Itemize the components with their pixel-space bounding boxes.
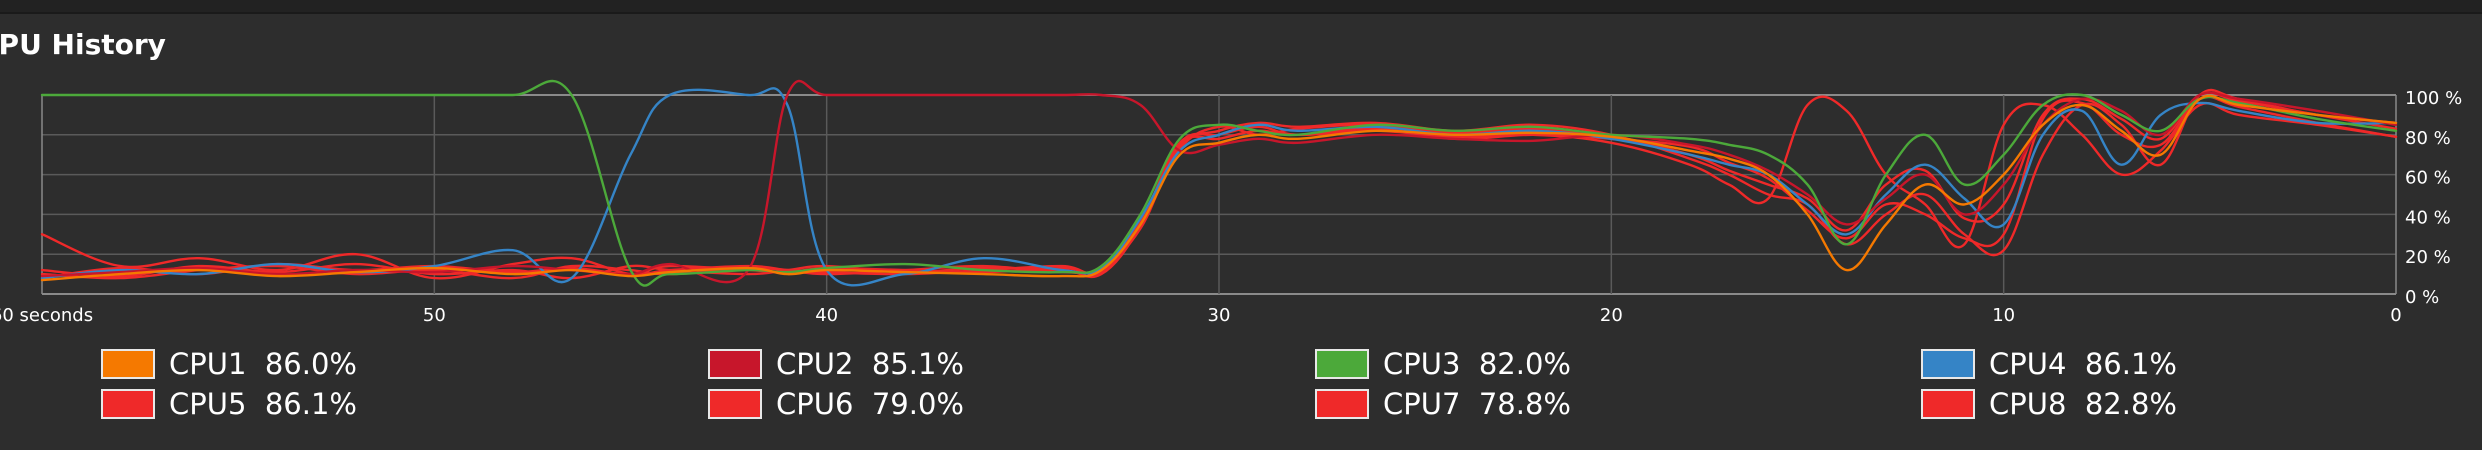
cpu8-label: CPU8 82.8% [1989, 387, 2177, 421]
y-tick-label: 0 % [2405, 287, 2439, 308]
y-tick-label: 60 % [2405, 168, 2451, 189]
series-line-cpu1 [40, 94, 2398, 282]
cpu6-color-swatch[interactable] [708, 389, 762, 419]
y-tick-label: 40 % [2405, 207, 2451, 228]
series-line-cpu4 [40, 87, 2398, 287]
x-tick-label: 10 [1992, 305, 2015, 326]
cpu4-label: CPU4 86.1% [1989, 347, 2177, 381]
cpu6-label: CPU6 79.0% [776, 387, 964, 421]
cpu5-color-swatch[interactable] [101, 389, 155, 419]
series-line-cpu3 [40, 79, 2398, 287]
legend-item-cpu1: CPU1 86.0% [101, 345, 357, 383]
cpu1-label: CPU1 86.0% [169, 347, 357, 381]
grid-layer [41, 94, 2397, 295]
cpu3-color-swatch[interactable] [1315, 349, 1369, 379]
cpu5-label: CPU5 86.1% [169, 387, 357, 421]
legend-item-cpu3: CPU3 82.0% [1315, 345, 1571, 383]
cpu2-color-swatch[interactable] [708, 349, 762, 379]
axis-labels: 100 % 80 % 60 % 40 % 20 % 0 % 60 seconds 50 40 30… [0, 88, 2462, 326]
y-tick-label: 80 % [2405, 128, 2451, 149]
legend-item-cpu8: CPU8 82.8% [1921, 385, 2177, 423]
cpu4-color-swatch[interactable] [1921, 349, 1975, 379]
y-tick-label: 100 % [2405, 88, 2462, 109]
legend-item-cpu6: CPU6 79.0% [708, 385, 964, 423]
cpu1-color-swatch[interactable] [101, 349, 155, 379]
window-top-edge [0, 0, 2482, 14]
x-tick-label: 60 seconds [0, 305, 93, 326]
legend-item-cpu4: CPU4 86.1% [1921, 345, 2177, 383]
section-title: CPU History [0, 28, 166, 61]
cpu3-label: CPU3 82.0% [1383, 347, 1571, 381]
cpu8-color-swatch[interactable] [1921, 389, 1975, 419]
y-tick-label: 20 % [2405, 247, 2451, 268]
series-layer [40, 79, 2398, 287]
cpu7-label: CPU7 78.8% [1383, 387, 1571, 421]
x-tick-label: 0 [2390, 305, 2401, 326]
legend-item-cpu2: CPU2 85.1% [708, 345, 964, 383]
cpu7-color-swatch[interactable] [1315, 389, 1369, 419]
x-tick-label: 30 [1208, 305, 1231, 326]
x-tick-label: 20 [1600, 305, 1623, 326]
cpu2-label: CPU2 85.1% [776, 347, 964, 381]
legend-item-cpu7: CPU7 78.8% [1315, 385, 1571, 423]
series-line-cpu8 [40, 91, 2398, 280]
legend-item-cpu5: CPU5 86.1% [101, 385, 357, 423]
x-tick-label: 40 [815, 305, 838, 326]
x-tick-label: 50 [423, 305, 446, 326]
